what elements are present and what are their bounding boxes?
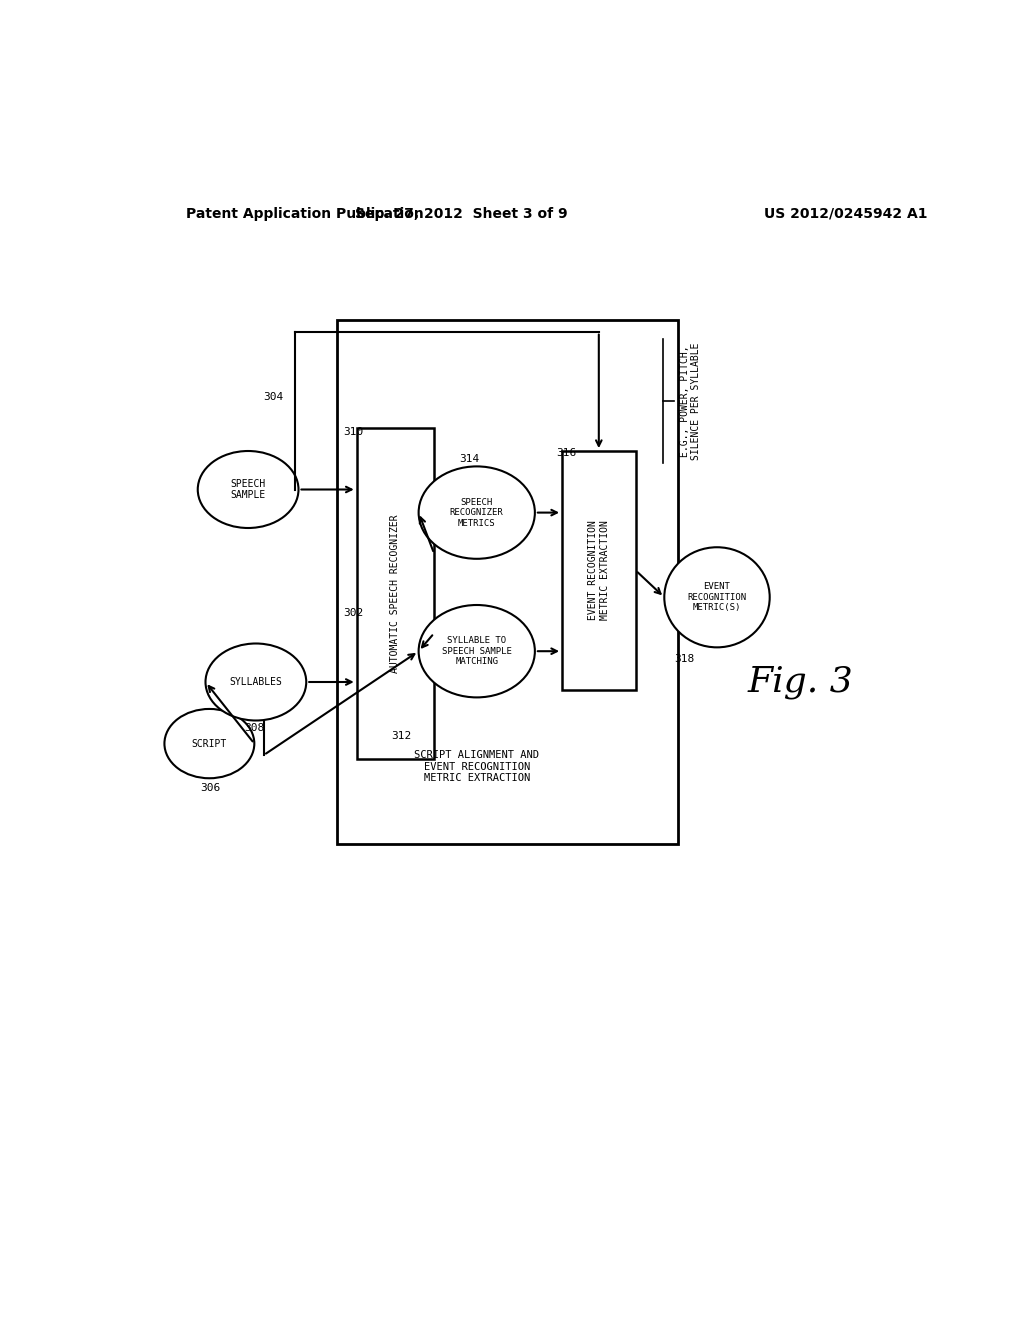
Text: 316: 316 <box>557 447 577 458</box>
Text: Patent Application Publication: Patent Application Publication <box>186 207 424 220</box>
Text: SPEECH
SAMPLE: SPEECH SAMPLE <box>230 479 266 500</box>
Ellipse shape <box>665 548 770 647</box>
Text: SPEECH
RECOGNIZER
METRICS: SPEECH RECOGNIZER METRICS <box>450 498 504 528</box>
Text: SYLLABLES: SYLLABLES <box>229 677 283 686</box>
Text: 318: 318 <box>675 653 694 664</box>
Text: 314: 314 <box>460 454 480 463</box>
Text: EVENT
RECOGNITION
METRIC(S): EVENT RECOGNITION METRIC(S) <box>687 582 746 612</box>
Ellipse shape <box>419 466 535 558</box>
Text: Fig. 3: Fig. 3 <box>748 665 854 700</box>
Text: SCRIPT: SCRIPT <box>191 739 227 748</box>
Text: E.G., POWER, PITCH,
SILENCE PER SYLLABLE: E.G., POWER, PITCH, SILENCE PER SYLLABLE <box>680 342 701 459</box>
Text: Sep. 27, 2012  Sheet 3 of 9: Sep. 27, 2012 Sheet 3 of 9 <box>355 207 567 220</box>
Text: AUTOMATIC SPEECH RECOGNIZER: AUTOMATIC SPEECH RECOGNIZER <box>390 513 400 673</box>
Text: 310: 310 <box>343 426 364 437</box>
Text: 306: 306 <box>200 783 220 793</box>
Ellipse shape <box>198 451 299 528</box>
Text: 302: 302 <box>343 607 364 618</box>
Bar <box>337 321 678 843</box>
Ellipse shape <box>165 709 254 779</box>
Text: 308: 308 <box>245 723 264 733</box>
Bar <box>356 428 434 759</box>
Text: SCRIPT ALIGNMENT AND
EVENT RECOGNITION
METRIC EXTRACTION: SCRIPT ALIGNMENT AND EVENT RECOGNITION M… <box>415 750 540 783</box>
Ellipse shape <box>419 605 535 697</box>
Text: 304: 304 <box>263 392 284 403</box>
Text: EVENT RECOGNITION
METRIC EXTRACTION: EVENT RECOGNITION METRIC EXTRACTION <box>588 520 609 620</box>
Text: 312: 312 <box>391 731 412 741</box>
Ellipse shape <box>206 644 306 721</box>
Bar <box>562 451 636 689</box>
Text: US 2012/0245942 A1: US 2012/0245942 A1 <box>764 207 927 220</box>
Text: SYLLABLE TO
SPEECH SAMPLE
MATCHING: SYLLABLE TO SPEECH SAMPLE MATCHING <box>441 636 512 667</box>
